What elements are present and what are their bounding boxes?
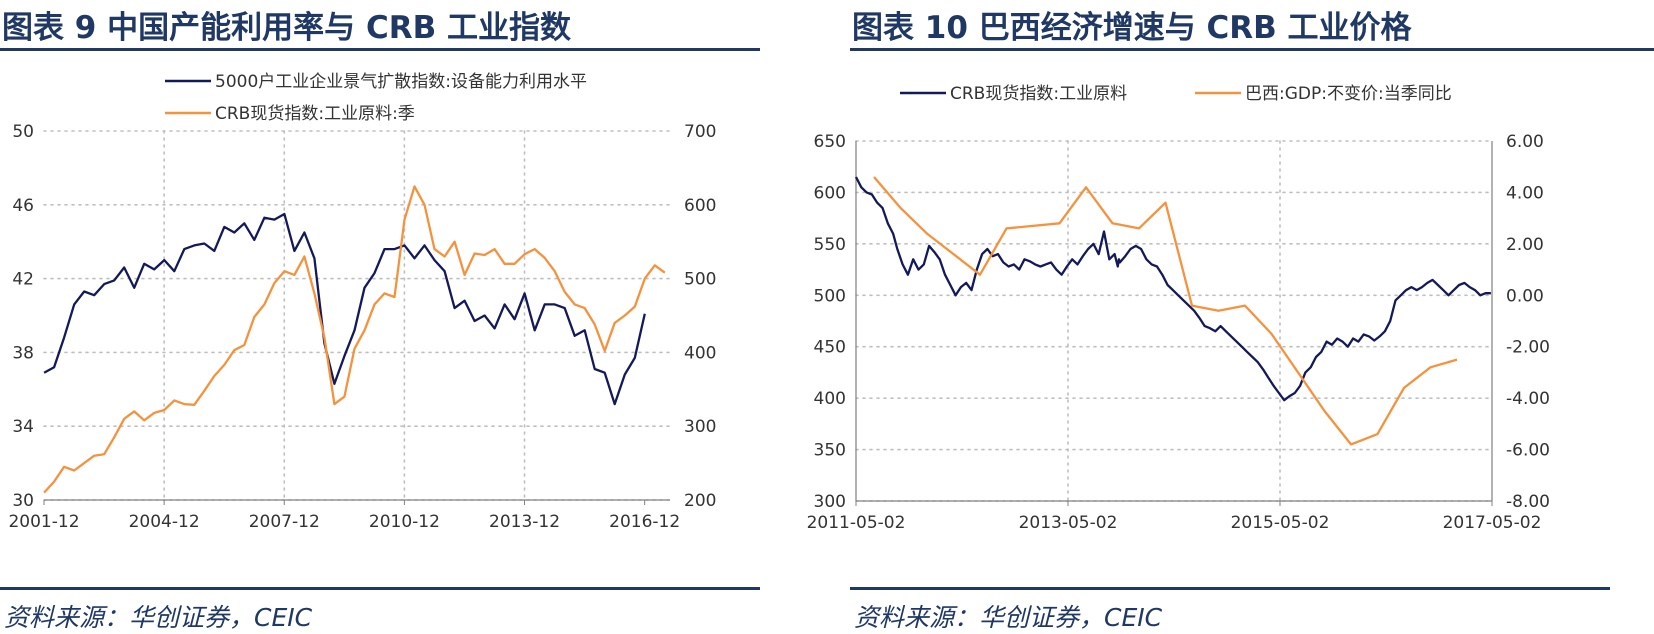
left-axis-tick-label: 350 bbox=[814, 441, 846, 461]
left-axis-tick-label: 550 bbox=[814, 235, 846, 255]
left-axis-tick-label: 30 bbox=[12, 491, 34, 511]
x-axis-tick-label: 2004-12 bbox=[129, 512, 200, 532]
x-axis-tick-label: 2001-12 bbox=[8, 512, 79, 532]
x-axis-tick-label: 2010-12 bbox=[369, 512, 440, 532]
right-source-rule bbox=[850, 587, 1610, 590]
right-axis-tick-label: 0.00 bbox=[1506, 286, 1544, 306]
right-axis-tick-label: 2.00 bbox=[1506, 235, 1544, 255]
left-source-rule bbox=[0, 587, 760, 590]
x-axis-tick-label: 2017-05-02 bbox=[1443, 513, 1542, 533]
left-axis-tick-label: 500 bbox=[814, 286, 846, 306]
right-axis-tick-label: 4.00 bbox=[1506, 183, 1544, 203]
series-line-orange bbox=[43, 185, 666, 494]
right-axis-tick-label: -4.00 bbox=[1506, 389, 1550, 409]
right-axis-tick-label: 400 bbox=[684, 343, 716, 363]
right-figure-title: 图表 10 巴西经济增速与 CRB 工业价格 bbox=[852, 10, 1412, 46]
right-title-rule bbox=[850, 48, 1654, 51]
x-axis-tick-label: 2013-05-02 bbox=[1019, 513, 1118, 533]
right-axis-tick-label: 300 bbox=[684, 417, 716, 437]
left-source-note: 资料来源：华创证券，CEIC bbox=[4, 603, 313, 632]
right-axis-tick-label: 700 bbox=[684, 122, 716, 142]
right-axis-tick-label: -2.00 bbox=[1506, 338, 1550, 358]
x-axis-tick-label: 2011-05-02 bbox=[807, 513, 906, 533]
x-axis-tick-label: 2007-12 bbox=[249, 512, 320, 532]
x-axis-tick-label: 2013-12 bbox=[489, 512, 560, 532]
right-axis-tick-label: -8.00 bbox=[1506, 492, 1550, 512]
left-chart: 30 34 38 42 46 50 200 300 400 500 600 700 2001-12 200… bbox=[8, 72, 716, 532]
right-axis-tick-label: 500 bbox=[684, 270, 716, 290]
left-axis-tick-label: 42 bbox=[12, 270, 34, 290]
left-axis-tick-label: 50 bbox=[12, 122, 34, 142]
series-line-navy bbox=[43, 212, 646, 406]
series-line-orange bbox=[873, 176, 1458, 446]
left-axis-tick-label: 450 bbox=[814, 338, 846, 358]
right-axis-tick-label: -6.00 bbox=[1506, 441, 1550, 461]
right-chart: 300 350 400 450 500 550 600 650 -8.00 -6.00 -4.00 -… bbox=[807, 84, 1550, 533]
right-axis-tick-label: 600 bbox=[684, 196, 716, 216]
right-figure-panel: 图表 10 巴西经济增速与 CRB 工业价格 300 350 400 450 500 55… bbox=[807, 0, 1654, 634]
legend-label: 5000户工业企业景气扩散指数:设备能力利用水平 bbox=[215, 72, 587, 92]
left-axis-tick-label: 650 bbox=[814, 132, 846, 152]
left-figure-title: 图表 9 中国产能利用率与 CRB 工业指数 bbox=[2, 10, 571, 46]
x-axis-tick-label: 2016-12 bbox=[609, 512, 680, 532]
legend-label: 巴西:GDP:不变价:当季同比 bbox=[1245, 84, 1452, 104]
left-axis-tick-label: 600 bbox=[814, 183, 846, 203]
x-axis-tick-label: 2015-05-02 bbox=[1231, 513, 1330, 533]
left-axis-tick-label: 34 bbox=[12, 417, 34, 437]
legend-label: CRB现货指数:工业原料 bbox=[950, 84, 1127, 104]
right-source-note: 资料来源：华创证券，CEIC bbox=[854, 603, 1163, 632]
left-axis-tick-label: 400 bbox=[814, 389, 846, 409]
left-axis-tick-label: 300 bbox=[814, 492, 846, 512]
left-title-rule bbox=[0, 48, 760, 51]
right-axis-tick-label: 6.00 bbox=[1506, 132, 1544, 152]
left-figure-panel: 图表 9 中国产能利用率与 CRB 工业指数 30 34 38 42 46 50 200 30… bbox=[0, 0, 808, 634]
right-axis-tick-label: 200 bbox=[684, 491, 716, 511]
legend-label: CRB现货指数:工业原料:季 bbox=[215, 104, 415, 124]
left-axis-tick-label: 46 bbox=[12, 196, 34, 216]
series-line-navy bbox=[854, 176, 1491, 402]
left-axis-tick-label: 38 bbox=[12, 343, 34, 363]
